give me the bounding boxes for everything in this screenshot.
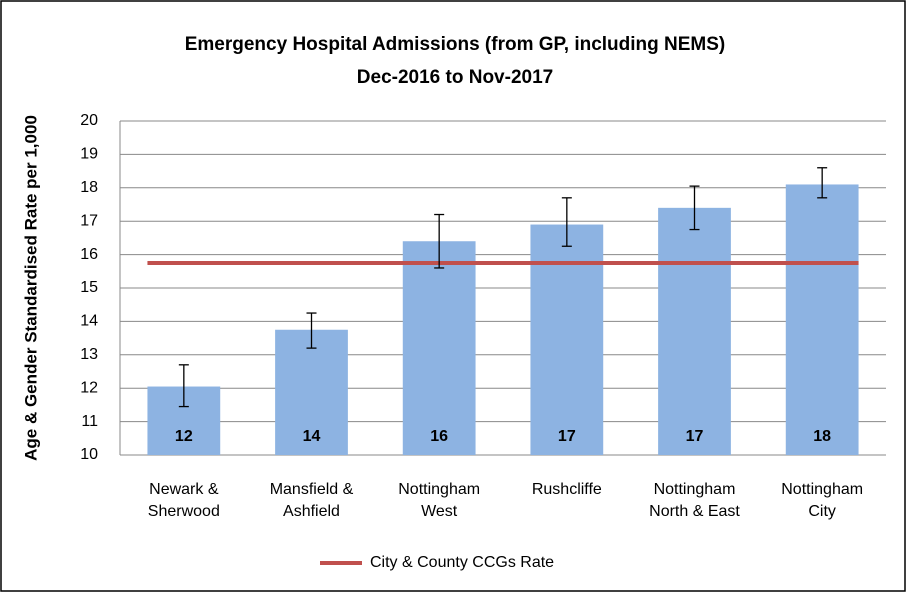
y-tick-label: 11 xyxy=(81,413,98,430)
bar xyxy=(658,207,731,455)
error-bar xyxy=(306,312,317,349)
x-tick-label-line: Sherwood xyxy=(148,503,220,520)
y-tick-label: 14 xyxy=(80,313,98,330)
x-tick-label: Mansfield & Ashfield xyxy=(270,481,354,520)
x-tick-label: Rushcliffe xyxy=(532,481,602,498)
value-label: 16 xyxy=(430,428,448,445)
chart-subtitle: Dec-2016 to Nov-2017 xyxy=(357,67,553,88)
y-tick-label: 10 xyxy=(80,446,98,463)
x-tick-label: Nottingham West xyxy=(398,481,480,520)
x-tick-label-line: West xyxy=(421,503,458,520)
error-bar xyxy=(434,213,445,269)
error-bar xyxy=(689,185,700,231)
x-tick-label-line: North & East xyxy=(649,503,740,520)
y-axis-title: Age & Gender Standardised Rate per 1,000 xyxy=(21,115,40,461)
bar xyxy=(785,184,859,455)
y-tick-label: 13 xyxy=(80,346,98,363)
value-label: 17 xyxy=(686,428,704,445)
y-tick-label: 15 xyxy=(80,279,98,296)
x-tick-label-line: Newark & xyxy=(149,481,219,498)
y-tick-label: 16 xyxy=(80,246,98,263)
bar xyxy=(275,329,348,455)
y-tick-label: 20 xyxy=(80,112,98,129)
y-tick-label: 17 xyxy=(80,212,98,229)
x-tick-label-line: City xyxy=(808,503,836,520)
x-tick-label-line: Nottingham xyxy=(398,481,480,498)
bar xyxy=(530,224,604,455)
y-tick-label: 18 xyxy=(80,179,98,196)
x-tick-label-line: Ashfield xyxy=(283,503,340,520)
error-bar xyxy=(178,364,189,408)
chart-title: Emergency Hospital Admissions (from GP, … xyxy=(185,34,726,55)
bar xyxy=(402,241,476,455)
value-label: 18 xyxy=(813,428,831,445)
error-bar xyxy=(817,167,828,199)
value-label: 17 xyxy=(558,428,576,445)
value-label: 12 xyxy=(175,428,193,445)
x-tick-label: Newark & Sherwood xyxy=(148,481,220,520)
legend-label: City & County CCGs Rate xyxy=(370,554,554,571)
y-tick-label: 12 xyxy=(80,379,98,396)
x-tick-label: Nottingham City xyxy=(781,481,863,520)
x-tick-label-line: Mansfield & xyxy=(270,481,354,498)
x-tick-label-line: Nottingham xyxy=(654,481,736,498)
x-tick-label-line: Nottingham xyxy=(781,481,863,498)
y-tick-label: 19 xyxy=(80,146,98,163)
x-tick-label-line: Rushcliffe xyxy=(532,481,602,498)
x-tick-label: Nottingham North & East xyxy=(649,481,740,520)
value-label: 14 xyxy=(303,428,321,445)
error-bar xyxy=(561,197,572,247)
